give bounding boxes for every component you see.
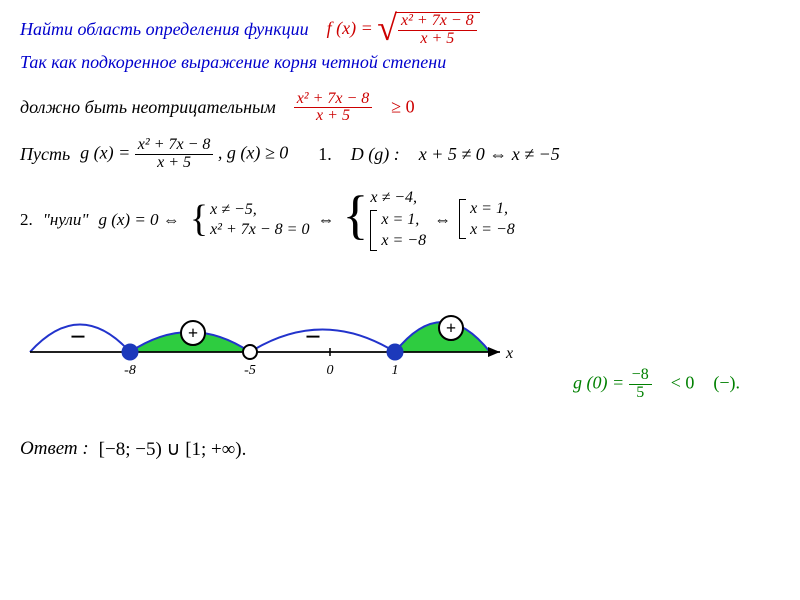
system-3: x = 1, x = −8 (459, 199, 515, 241)
item-2-label: 2. (20, 210, 33, 230)
svg-text:1: 1 (392, 363, 399, 378)
frac: x² + 7x − 8 x + 5 (398, 13, 477, 48)
brace-icon: { (190, 200, 208, 240)
minus-sign-icon: − (305, 322, 321, 354)
line-3: должно быть неотрицательным x² + 7x − 8 … (20, 91, 780, 126)
line-1: Найти область определения функции f (x) … (20, 12, 780, 48)
line3-ineq: x² + 7x − 8 x + 5 ≥ 0 (294, 91, 415, 126)
line-2: Так как подкоренное выражение корня четн… (20, 52, 780, 73)
number-line: -8-501x −+−+ (20, 267, 520, 387)
line1-text: Найти область определения функции (20, 19, 309, 40)
answer-label: Ответ : (20, 438, 89, 460)
system-1: { x ≠ −5, x² + 7x − 8 = 0 (190, 200, 310, 240)
bracket-icon (459, 199, 466, 239)
bracket-icon (370, 210, 377, 252)
g0-expr: g (0) = −8 5 < 0 (−). (573, 367, 740, 402)
svg-text:-8: -8 (124, 363, 136, 378)
minus-sign-icon: − (70, 322, 86, 354)
brace-icon: { (342, 188, 368, 252)
math-slide: Найти область определения функции f (x) … (0, 0, 800, 600)
line-5: 2. "нули" g (x) = 0 ⇔ { x ≠ −5, x² + 7x … (20, 188, 780, 252)
answer-interval: [−8; −5) ∪ [1; +∞). (99, 438, 247, 461)
line1-fx: f (x) = √ x² + 7x − 8 x + 5 (327, 12, 480, 48)
line3-text: должно быть неотрицательным (20, 97, 276, 118)
svg-text:-5: -5 (244, 363, 256, 378)
zeros-word: "нули" (43, 210, 89, 230)
line2-text: Так как подкоренное выражение корня четн… (20, 52, 446, 73)
g-def: g (x) = x² + 7x − 8 x + 5 , g (x) ≥ 0 (80, 137, 288, 172)
line-4: Пусть g (x) = x² + 7x − 8 x + 5 , g (x) … (20, 137, 780, 172)
system-2: { x ≠ −4, x = 1, x = −8 (342, 188, 426, 252)
sqrt: √ x² + 7x − 8 x + 5 (377, 12, 479, 48)
iff-2: ⇔ (434, 210, 451, 230)
svg-text:0: 0 (327, 363, 334, 378)
let: Пусть (20, 144, 70, 165)
item-1: 1. D (g) : x + 5 ≠ 0 ⇔ x ≠ −5 (318, 144, 560, 165)
svg-text:x: x (505, 345, 513, 362)
iff-1: ⇔ (317, 210, 334, 230)
g0: g (x) = 0 ⇔ (98, 210, 179, 230)
answer: Ответ : [−8; −5) ∪ [1; +∞). (20, 438, 780, 461)
